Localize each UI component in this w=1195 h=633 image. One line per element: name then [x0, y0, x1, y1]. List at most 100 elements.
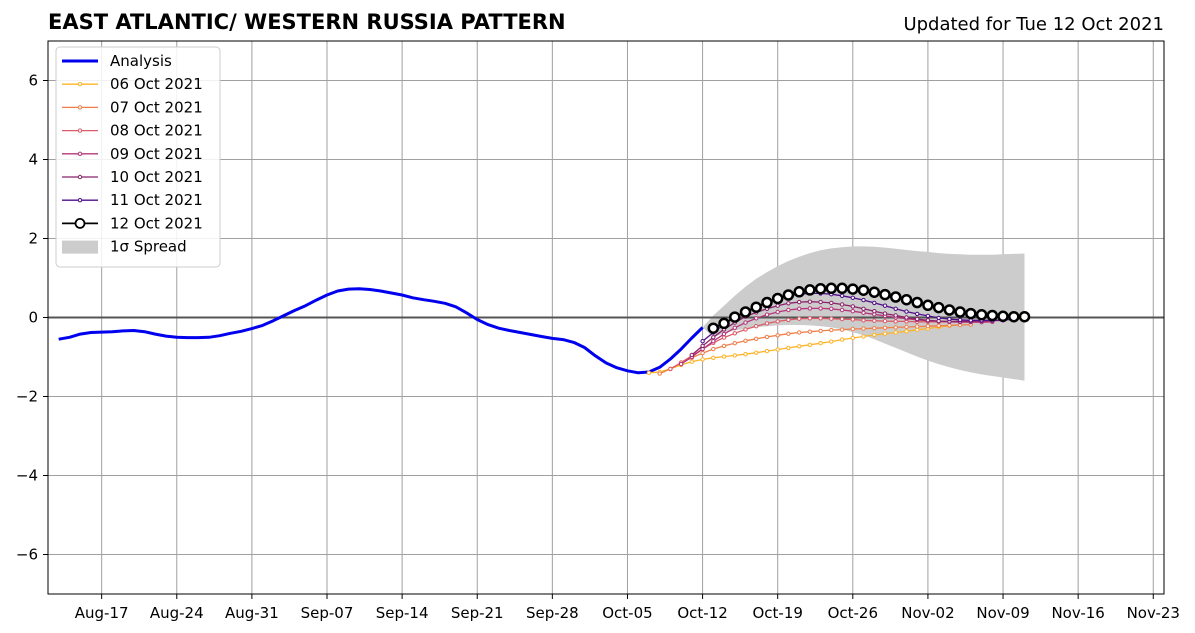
data-point — [786, 301, 791, 306]
legend-entry-08-oct-2021: 08 Oct 2021 — [62, 122, 203, 140]
data-point — [850, 326, 855, 332]
data-point — [836, 282, 848, 295]
y-tick-label: 2 — [28, 230, 38, 248]
legend-entry-1-spread: 1σ Spread — [62, 238, 187, 256]
y-tick-label: −2 — [16, 388, 38, 406]
data-point — [872, 318, 877, 323]
x-tick-label: Oct-19 — [752, 604, 802, 622]
legend-marker — [77, 128, 83, 133]
data-point — [861, 334, 866, 339]
series-group — [58, 282, 1031, 376]
data-point — [861, 297, 866, 303]
data-point — [668, 366, 673, 372]
data-point — [764, 312, 770, 317]
data-point — [943, 304, 956, 316]
data-point — [915, 316, 920, 322]
data-point — [947, 316, 952, 322]
data-point — [775, 347, 780, 352]
data-point — [743, 352, 748, 357]
legend-label: 06 Oct 2021 — [110, 75, 203, 93]
data-point — [850, 295, 855, 300]
y-tick-label: 4 — [28, 151, 38, 169]
data-point — [793, 286, 805, 298]
x-tick-label: Sep-21 — [451, 604, 504, 622]
series-line-analysis — [58, 287, 704, 375]
data-point — [786, 345, 791, 351]
data-point — [915, 324, 920, 329]
x-tick-label: Sep-28 — [526, 604, 579, 622]
data-point — [965, 307, 977, 320]
data-point — [754, 350, 759, 355]
y-tick-label: −6 — [16, 546, 38, 564]
data-point — [761, 296, 773, 309]
x-tick-label: Oct-26 — [828, 604, 878, 622]
data-point — [904, 329, 909, 334]
data-point — [700, 339, 705, 344]
legend-label: 08 Oct 2021 — [110, 122, 203, 140]
data-point — [829, 306, 834, 311]
legend-entry-11-oct-2021: 11 Oct 2021 — [62, 191, 203, 209]
data-point — [957, 317, 963, 323]
data-point — [889, 291, 902, 303]
legend-box — [55, 46, 221, 268]
legend-entry-06-oct-2021: 06 Oct 2021 — [62, 75, 203, 93]
data-point — [893, 313, 898, 318]
data-point — [818, 316, 823, 321]
x-tick-label: Sep-14 — [376, 604, 429, 622]
legend-label: 1σ Spread — [110, 238, 187, 256]
data-point — [797, 299, 802, 305]
data-point — [1008, 310, 1020, 323]
data-point — [900, 293, 913, 306]
data-point — [861, 306, 866, 311]
data-point — [857, 284, 870, 296]
data-point — [882, 303, 888, 308]
data-point — [711, 355, 716, 360]
data-point — [839, 293, 845, 298]
x-tick-label: Oct-12 — [677, 604, 727, 622]
data-point — [797, 330, 802, 335]
data-point — [657, 371, 662, 376]
data-point — [839, 302, 845, 307]
y-tick-label: 0 — [28, 309, 38, 327]
data-point — [868, 286, 881, 298]
legend-entry-09-oct-2021: 09 Oct 2021 — [62, 145, 203, 163]
data-point — [743, 320, 748, 325]
plot-area — [47, 40, 1165, 595]
data-point — [893, 325, 898, 330]
data-point — [786, 317, 791, 323]
legend-label: 11 Oct 2021 — [110, 191, 203, 209]
x-tick-label: Nov-23 — [1127, 604, 1180, 622]
data-point — [689, 352, 694, 358]
legend-entry-07-oct-2021: 07 Oct 2021 — [62, 98, 203, 116]
legend-entry-analysis: Analysis — [62, 52, 172, 70]
data-point — [700, 357, 705, 362]
data-point — [861, 326, 866, 331]
data-point — [997, 310, 1009, 323]
x-tick-label: Nov-02 — [901, 604, 954, 622]
data-point — [893, 319, 898, 324]
legend: Analysis 06 Oct 2021 07 Oct 2021 08 Oct 202… — [55, 46, 221, 268]
data-point — [872, 300, 877, 306]
chart-title: EAST ATLANTIC/ WESTERN RUSSIA PATTERN — [48, 10, 566, 34]
data-point — [893, 330, 898, 335]
data-point — [932, 301, 945, 314]
y-tick-label: −4 — [16, 467, 38, 485]
data-point — [861, 318, 866, 323]
data-point — [732, 353, 737, 358]
data-point — [729, 311, 741, 323]
data-point — [925, 313, 931, 319]
data-point — [775, 309, 780, 315]
data-point — [711, 346, 716, 352]
data-point — [861, 310, 866, 315]
data-point — [782, 289, 795, 301]
legend-marker — [77, 82, 83, 87]
data-point — [818, 306, 823, 311]
data-point — [882, 311, 888, 316]
data-point — [829, 339, 834, 344]
legend-label: 07 Oct 2021 — [110, 98, 203, 116]
data-point — [872, 326, 877, 331]
x-tick-label: Nov-16 — [1051, 604, 1104, 622]
data-point — [721, 331, 727, 337]
updated-date: Updated for Tue 12 Oct 2021 — [903, 14, 1164, 35]
